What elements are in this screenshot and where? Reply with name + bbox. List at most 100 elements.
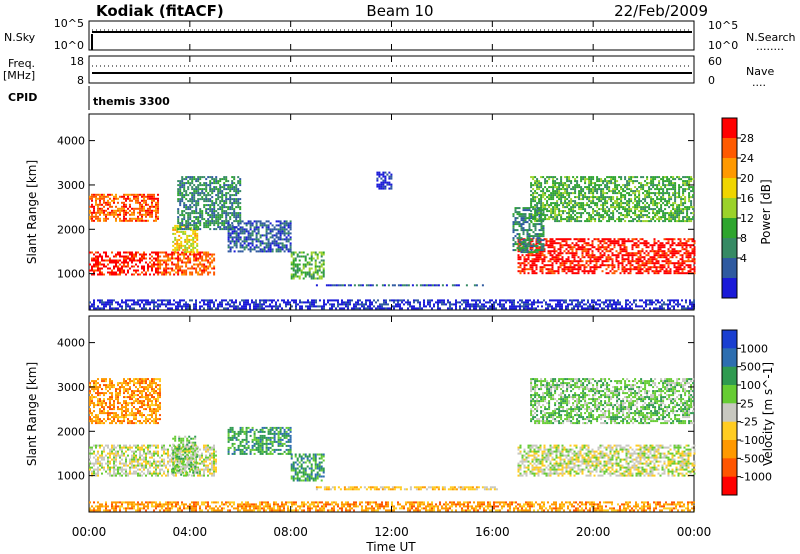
range-gate-cell (199, 220, 202, 223)
range-gate-cell (215, 200, 218, 203)
range-gate-cell (209, 200, 212, 203)
range-gate-cell (653, 238, 656, 241)
range-gate-cell (239, 184, 242, 187)
range-gate-cell (299, 307, 301, 310)
range-gate-cell (269, 222, 272, 225)
range-gate-cell (197, 263, 200, 266)
range-gate-cell (125, 205, 127, 208)
range-gate-cell (161, 259, 164, 262)
range-gate-cell (658, 210, 661, 213)
range-gate-cell (566, 178, 569, 181)
range-gate-cell (546, 188, 549, 191)
range-gate-cell (563, 266, 566, 269)
range-gate-cell (157, 261, 160, 264)
range-gate-cell (583, 250, 586, 253)
range-gate-cell (107, 201, 109, 204)
range-gate-cell (674, 184, 677, 187)
range-gate-cell (119, 273, 121, 276)
range-gate-cell (269, 242, 272, 245)
range-gate-cell (91, 199, 93, 202)
range-gate-cell (684, 188, 687, 191)
range-gate-cell (613, 264, 616, 267)
range-gate-cell (522, 217, 525, 220)
range-gate-cell (546, 204, 549, 207)
range-gate-cell (632, 202, 635, 205)
range-gate-cell (615, 270, 618, 273)
range-gate-cell (592, 202, 595, 205)
range-gate-cell (367, 307, 369, 310)
range-gate-cell (133, 303, 135, 306)
range-gate-cell (522, 233, 525, 236)
range-gate-cell (181, 265, 184, 268)
range-gate-cell (550, 214, 553, 217)
range-gate-cell (522, 247, 525, 250)
range-gate-cell (180, 240, 183, 243)
range-gate-cell (551, 262, 554, 265)
range-gate-cell (239, 220, 242, 223)
range-gate-cell (656, 214, 659, 217)
range-gate-cell (229, 246, 232, 249)
range-gate-cell (203, 269, 206, 272)
range-gate-cell (686, 212, 689, 215)
range-gate-cell (131, 299, 133, 302)
range-gate-cell (639, 238, 642, 241)
range-gate-cell (229, 224, 232, 227)
range-gate-cell (275, 242, 278, 245)
range-gate-cell (651, 266, 654, 269)
range-gate-cell (207, 305, 209, 308)
range-gate-cell (175, 305, 177, 308)
range-gate-cell (549, 242, 552, 245)
range-gate-cell (674, 188, 677, 191)
range-gate-cell (403, 299, 405, 302)
range-gate-cell (379, 303, 381, 306)
range-gate-cell (588, 176, 591, 179)
range-gate-cell (441, 299, 443, 302)
range-gate-cell (189, 259, 192, 262)
range-gate-cell (157, 273, 160, 276)
range-gate-cell (524, 241, 527, 244)
range-gate-cell (674, 194, 677, 197)
range-gate-cell (123, 251, 125, 254)
range-gate-cell (623, 270, 626, 273)
range-gate-cell (157, 201, 159, 204)
range-gate-cell (251, 240, 254, 243)
range-gate-cell (179, 303, 181, 306)
range-gate-cell (157, 207, 159, 210)
range-gate-cell (539, 254, 542, 257)
range-gate-cell (691, 244, 694, 247)
range-gate-cell (595, 262, 598, 265)
range-gate-cell (530, 202, 533, 205)
range-gate-cell (600, 220, 603, 223)
range-gate-cell (561, 240, 564, 243)
range-gate-cell (182, 232, 185, 235)
range-gate-cell (337, 305, 339, 308)
range-gate-cell (552, 184, 555, 187)
range-gate-cell (644, 184, 647, 187)
range-gate-cell (155, 253, 157, 256)
range-gate-cell (614, 176, 617, 179)
range-gate-cell (215, 218, 218, 221)
range-gate-cell (139, 211, 141, 214)
range-gate-cell (582, 204, 585, 207)
range-gate-cell (553, 252, 556, 255)
range-gate-cell (308, 261, 311, 264)
range-gate-cell (269, 248, 272, 251)
range-gate-cell (654, 200, 657, 203)
range-gate-cell (633, 252, 636, 255)
range-gate-cell (149, 193, 151, 196)
range-gate-cell (653, 242, 656, 245)
range-gate-cell (211, 200, 214, 203)
range-gate-cell (601, 262, 604, 265)
range-gate-cell (331, 303, 333, 306)
range-gate-cell (523, 258, 526, 261)
range-gate-cell (624, 194, 627, 197)
range-gate-cell (163, 251, 166, 254)
range-gate-cell (542, 206, 545, 209)
range-gate-cell (137, 219, 139, 222)
range-gate-cell (169, 301, 171, 304)
range-gate-cell (651, 258, 654, 261)
range-gate-cell (333, 299, 335, 302)
range-gate-cell (101, 273, 103, 276)
range-gate-cell (227, 188, 230, 191)
range-gate-cell (186, 236, 189, 239)
